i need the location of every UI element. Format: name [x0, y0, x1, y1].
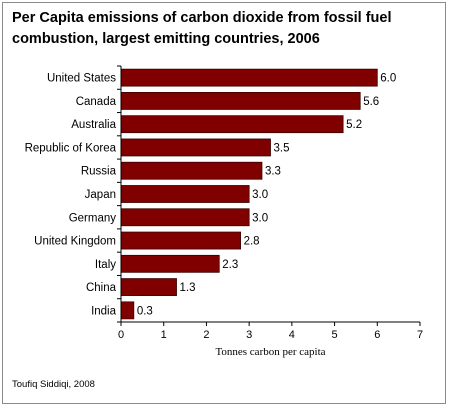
bar-india	[120, 301, 135, 320]
bar-russia	[120, 161, 263, 180]
x-axis-label: Tonnes carbon per capita	[215, 346, 325, 358]
labels-group: United States 6.0 Canada 5.6 Australia 5.2 Rep…	[25, 73, 423, 341]
bar-republic-of-korea	[120, 138, 271, 157]
category-label-china: China	[86, 282, 117, 294]
category-label-germany: Germany	[69, 212, 117, 224]
x-tick-label: 0	[118, 329, 124, 341]
source-credit: Toufiq Siddiqi, 2008	[12, 379, 95, 390]
category-label-australia: Australia	[71, 119, 116, 131]
bar-canada	[120, 92, 361, 110]
bar-united-states	[120, 68, 378, 87]
x-tick-label: 6	[374, 329, 380, 341]
bar-united-kingdom	[120, 231, 241, 250]
bar-japan	[120, 185, 250, 203]
value-label-republic-of-korea: 3.5	[274, 142, 290, 154]
category-label-united-kingdom: United Kingdom	[34, 236, 116, 248]
value-label-australia: 5.2	[346, 119, 362, 131]
x-tick-label: 4	[289, 329, 295, 341]
value-label-china: 1.3	[180, 282, 196, 294]
category-label-india: India	[91, 305, 117, 317]
bar-australia	[120, 115, 344, 134]
x-tick-label: 5	[332, 329, 338, 341]
axes-group	[117, 65, 421, 326]
category-label-canada: Canada	[76, 96, 117, 108]
value-label-japan: 3.0	[252, 189, 268, 201]
x-tick-label: 3	[246, 329, 252, 341]
bars-group	[120, 68, 378, 320]
category-label-italy: Italy	[95, 259, 116, 271]
category-label-united-states: United States	[47, 73, 116, 85]
bar-china	[120, 278, 177, 296]
x-tick-label: 1	[161, 329, 167, 341]
chart-title: Per Capita emissions of carbon dioxide f…	[12, 10, 392, 47]
bar-germany	[120, 208, 250, 227]
category-label-russia: Russia	[81, 166, 117, 178]
category-label-japan: Japan	[85, 189, 116, 201]
value-label-italy: 2.3	[222, 259, 238, 271]
value-label-germany: 3.0	[252, 212, 268, 224]
value-label-russia: 3.3	[265, 166, 281, 178]
value-label-united-kingdom: 2.8	[244, 236, 260, 248]
x-tick-label: 2	[203, 329, 209, 341]
value-label-canada: 5.6	[363, 96, 379, 108]
category-label-republic-of-korea: Republic of Korea	[25, 142, 117, 154]
x-tick-label: 7	[417, 329, 423, 341]
value-label-united-states: 6.0	[380, 73, 396, 85]
value-label-india: 0.3	[137, 305, 153, 317]
bar-italy	[120, 254, 220, 273]
